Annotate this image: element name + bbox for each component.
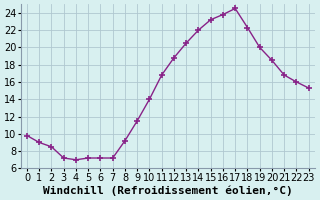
X-axis label: Windchill (Refroidissement éolien,°C): Windchill (Refroidissement éolien,°C): [43, 185, 293, 196]
